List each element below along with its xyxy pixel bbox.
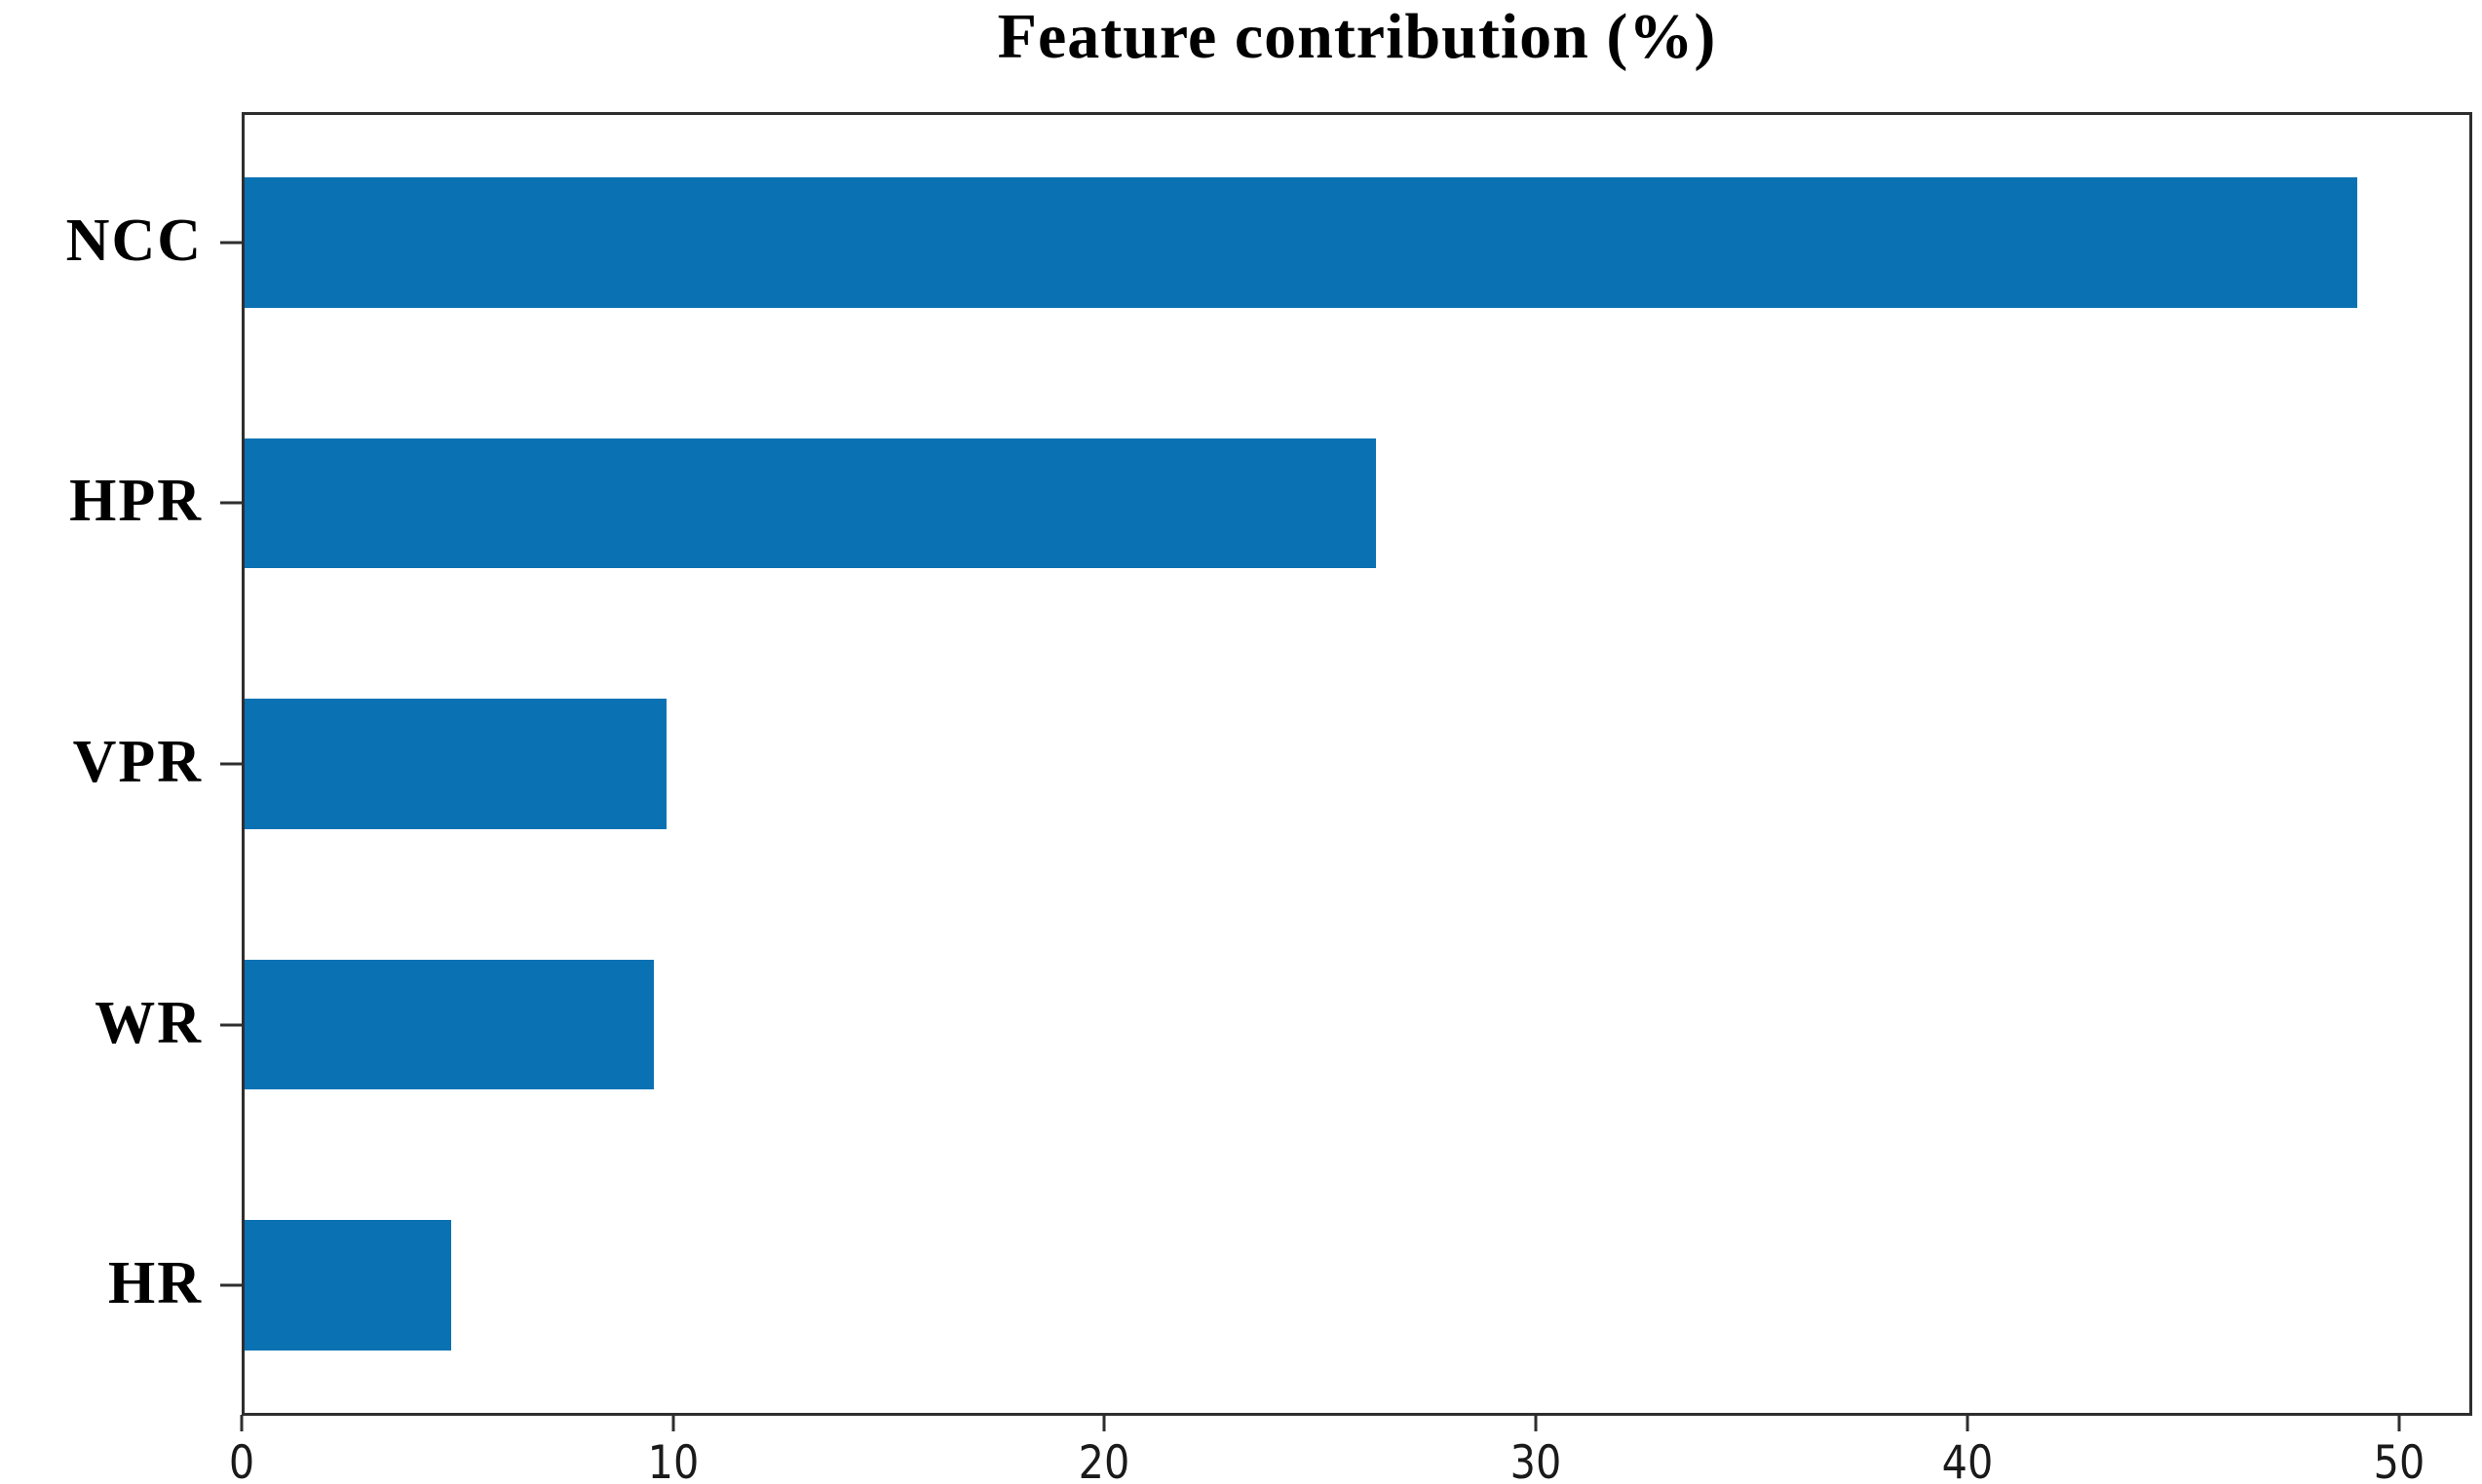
x-tick-label: 0: [228, 1436, 255, 1484]
x-tick-label: 50: [2373, 1436, 2425, 1484]
y-tick-mark: [220, 501, 242, 505]
bar-wr: [245, 959, 654, 1090]
bar-ncc: [245, 176, 2358, 308]
x-tick-mark: [2397, 1415, 2401, 1431]
x-tick-mark: [1966, 1415, 1969, 1431]
bar-vpr: [245, 699, 667, 829]
y-axis-label-hr: HR: [108, 1250, 203, 1317]
y-axis-label-hpr: HPR: [69, 468, 203, 535]
x-tick-label: 30: [1509, 1436, 1562, 1484]
y-tick-mark: [220, 1023, 242, 1027]
y-axis-label-wr: WR: [95, 989, 203, 1056]
x-tick-label: 40: [1941, 1436, 1994, 1484]
bar-hpr: [245, 438, 1377, 569]
y-axis-label-vpr: VPR: [72, 729, 203, 796]
x-tick-mark: [671, 1415, 675, 1431]
chart-title: Feature contribution (%): [997, 1, 1717, 72]
y-tick-mark: [220, 762, 242, 766]
y-tick-mark: [220, 1283, 242, 1287]
bar-hr: [245, 1220, 451, 1351]
x-tick-mark: [240, 1415, 244, 1431]
x-tick-label: 10: [647, 1436, 700, 1484]
x-tick-label: 20: [1079, 1436, 1130, 1484]
x-tick-mark: [1102, 1415, 1106, 1431]
y-axis-label-ncc: NCC: [65, 207, 203, 274]
x-tick-mark: [1534, 1415, 1538, 1431]
plot-area: [242, 112, 2472, 1416]
y-tick-mark: [220, 241, 242, 245]
